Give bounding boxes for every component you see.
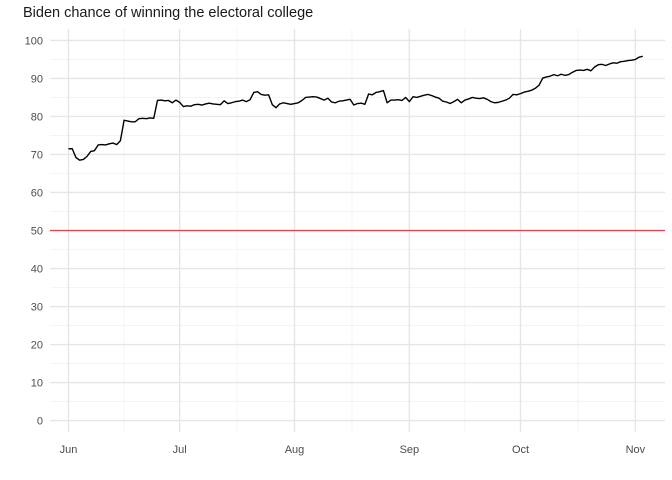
series-line-0 [68,55,643,161]
x-tick-label-oct: Oct [512,444,529,456]
y-tick-label-80: 80 [31,111,43,123]
chart-title: Biden chance of winning the electoral co… [23,5,314,21]
y-tick-label-40: 40 [31,264,43,276]
y-tick-label-70: 70 [31,149,43,161]
x-axis-tick-labels: Jun Jul Aug Sep Oct Nov [60,444,646,456]
y-axis-tick-labels: 0 10 20 30 40 50 60 70 80 90 100 [25,35,43,427]
y-tick-label-60: 60 [31,187,43,199]
plot-area [50,55,665,232]
x-tick-label-jul: Jul [173,444,187,456]
y-tick-label-90: 90 [31,73,43,85]
y-tick-label-30: 30 [31,302,43,314]
x-tick-label-jun: Jun [60,444,78,456]
x-tick-label-sep: Sep [400,444,420,456]
y-tick-label-50: 50 [31,226,43,238]
y-tick-label-10: 10 [31,378,43,390]
minor-gridlines [50,29,665,432]
y-tick-label-0: 0 [37,416,43,428]
x-tick-label-aug: Aug [285,444,305,456]
x-tick-label-nov: Nov [626,444,646,456]
y-tick-label-100: 100 [25,35,43,47]
y-tick-label-20: 20 [31,340,43,352]
